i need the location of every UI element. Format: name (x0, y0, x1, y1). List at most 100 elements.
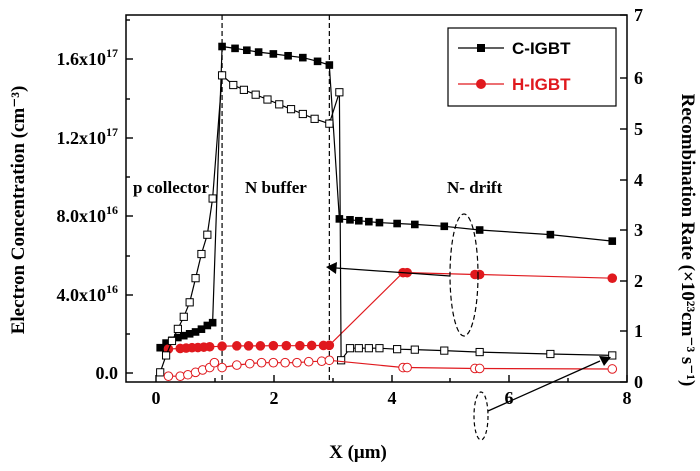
data-point (163, 371, 174, 382)
data-point (324, 355, 335, 366)
region-label-p-collector: p collector (133, 178, 209, 197)
data-point (402, 362, 412, 373)
data-point (306, 340, 317, 351)
data-point (232, 360, 242, 370)
x-axis-title: X (μm) (329, 442, 387, 463)
data-point (546, 349, 555, 359)
data-point (474, 269, 485, 280)
data-point (268, 340, 279, 351)
legend-h-igbt-label: H-IGBT (512, 75, 571, 94)
data-point (355, 216, 363, 225)
data-point (375, 344, 384, 353)
y-left-axis-title: Electron Concentration (cm⁻³) (8, 86, 29, 335)
y-right-axis-title: Recombination Rate (×10²³cm⁻³ s⁻¹) (677, 94, 698, 387)
annotations (326, 213, 611, 441)
data-point (175, 371, 186, 382)
data-point (325, 119, 334, 128)
data-point (324, 340, 335, 351)
data-point (292, 357, 302, 368)
y-left-tick-label: 0.0 (96, 363, 119, 383)
data-point (217, 362, 227, 373)
y-right-tick-label: 5 (634, 119, 643, 139)
data-point (203, 321, 212, 330)
data-point (299, 53, 307, 62)
data-point (263, 95, 272, 104)
legend-box (447, 27, 617, 107)
y-left-tick-mantissa: 0.0 (96, 363, 119, 383)
x-tick-label: 2 (270, 388, 279, 408)
y-left-tick-mantissa: 4.0x10 (57, 285, 107, 305)
x-tick-label: 8 (623, 388, 632, 408)
data-point (607, 364, 618, 374)
data-point (393, 345, 402, 354)
data-point (256, 357, 267, 368)
tick-marks (126, 14, 628, 383)
data-point (161, 351, 171, 360)
data-point (284, 51, 292, 60)
data-point (411, 220, 419, 229)
y-left-tick-label: 4.0x1016 (57, 282, 119, 305)
arrow-to-right-axis-line (487, 360, 601, 412)
data-point (346, 216, 354, 224)
data-point (325, 61, 334, 69)
y-right-tick-label: 4 (634, 170, 643, 190)
data-point (286, 105, 296, 114)
data-point (313, 57, 322, 66)
y-right-tick-label: 0 (634, 372, 643, 392)
data-point (546, 230, 555, 239)
data-point (268, 357, 279, 368)
y-left-tick-label: 8.0x1016 (57, 203, 119, 226)
data-point (244, 358, 255, 369)
data-point (440, 222, 449, 231)
y-left-tick-exponent: 16 (106, 203, 118, 217)
legend-c-igbt-marker (477, 44, 485, 52)
y-left-tick-exponent: 17 (106, 46, 118, 60)
y-right-tick-label: 2 (634, 271, 643, 291)
data-point (281, 340, 292, 351)
data-point (295, 340, 305, 351)
data-point (345, 344, 355, 353)
y-right-tick-label: 3 (634, 220, 643, 240)
data-point (231, 44, 239, 53)
legend: C-IGBT H-IGBT (447, 27, 617, 107)
data-point (185, 330, 194, 338)
data-point (337, 356, 346, 365)
y-left-tick-mantissa: 1.2x10 (57, 128, 107, 148)
data-point (375, 218, 384, 227)
data-point (208, 318, 217, 327)
data-point (608, 351, 617, 360)
data-point (393, 219, 401, 228)
data-point (364, 344, 373, 353)
y-left-tick-mantissa: 1.6x10 (57, 49, 107, 69)
data-point (280, 357, 290, 368)
data-point (254, 48, 263, 56)
region-label-n-drift: N- drift (447, 178, 503, 197)
y-right-tick-label: 1 (634, 321, 643, 341)
plot-frame (125, 14, 628, 383)
y-left-tick-label: 1.6x1017 (57, 46, 119, 69)
data-point (275, 100, 284, 109)
data-point (191, 328, 200, 336)
data-point (167, 336, 177, 346)
data-point (354, 344, 363, 353)
data-point (232, 341, 242, 351)
data-point (475, 226, 484, 234)
arrow-to-left-axis-head (326, 262, 337, 274)
data-point (179, 312, 188, 321)
data-point (243, 341, 254, 351)
legend-c-igbt-label: C-IGBT (512, 39, 571, 58)
y-left-tick-exponent: 17 (106, 125, 118, 139)
data-point (217, 341, 227, 352)
data-point (255, 341, 266, 351)
data-point (156, 343, 164, 352)
region-label-n-buffer: N buffer (245, 178, 307, 197)
x-tick-label: 0 (152, 388, 161, 408)
c-igbt-callout-ellipse (449, 213, 479, 337)
data-point (197, 249, 206, 259)
data-point (204, 341, 215, 352)
y-left-tick-label: 1.2x1017 (57, 125, 119, 148)
data-point (239, 85, 248, 94)
data-point (208, 194, 217, 203)
data-point (197, 325, 206, 333)
arrow-to-right-axis-head (599, 356, 611, 366)
